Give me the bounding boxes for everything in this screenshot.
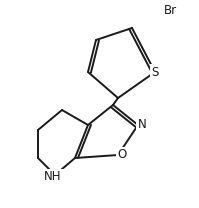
Text: O: O (117, 149, 127, 161)
Text: S: S (151, 66, 159, 78)
Text: N: N (138, 119, 146, 131)
Text: Br: Br (163, 4, 177, 16)
Text: NH: NH (44, 171, 62, 183)
